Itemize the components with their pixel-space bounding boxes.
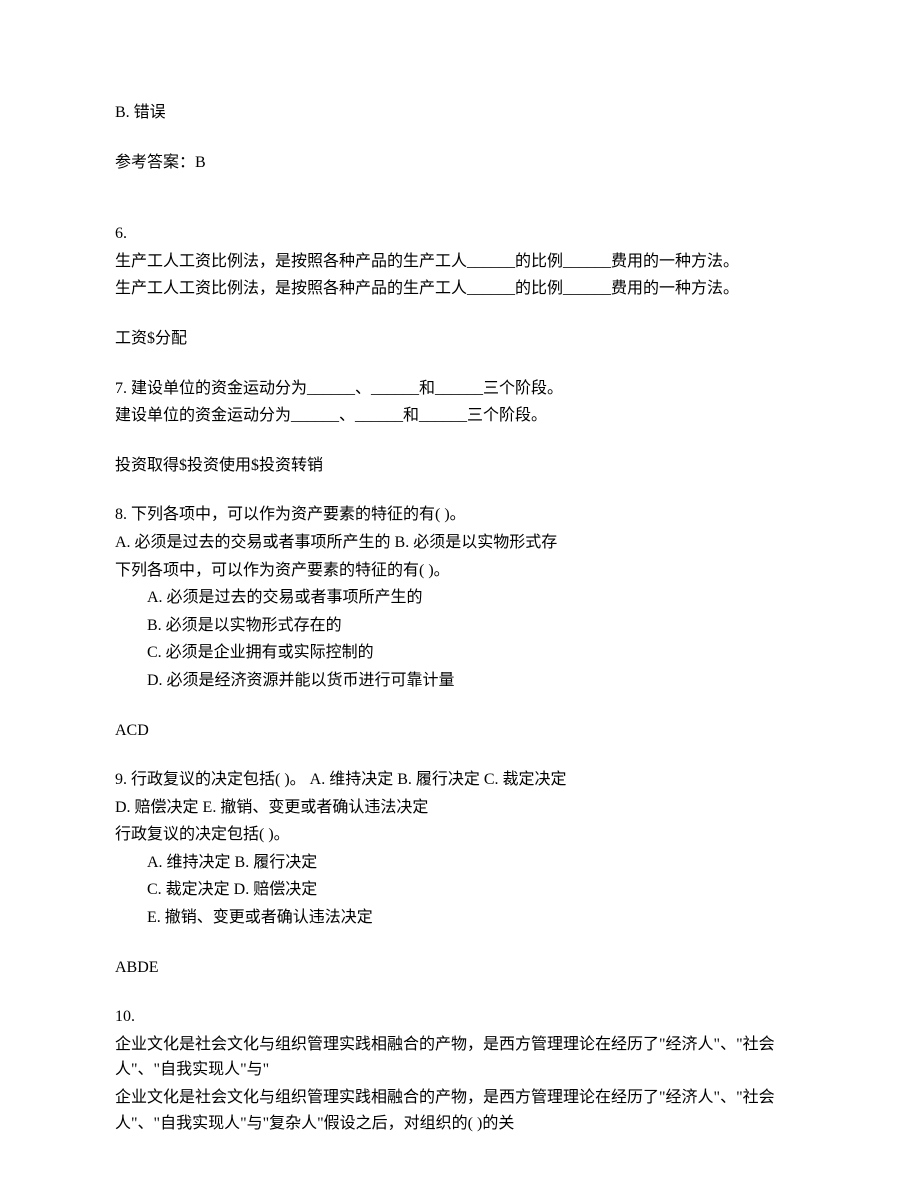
q9-answer: ABDE [115, 955, 805, 981]
q7-line2: 建设单位的资金运动分为______、______和______三个阶段。 [115, 403, 805, 429]
q7-line1: 7. 建设单位的资金运动分为______、______和______三个阶段。 [115, 376, 805, 402]
q6-stem2: 生产工人工资比例法，是按照各种产品的生产工人______的比例______费用的… [115, 276, 805, 302]
q9-line1: 9. 行政复议的决定包括( )。 A. 维持决定 B. 履行决定 C. 裁定决定 [115, 767, 805, 793]
q8-optB: B. 必须是以实物形式存在的 [115, 613, 805, 639]
q6-number: 6. [115, 221, 805, 247]
q9-optE: E. 撤销、变更或者确认违法决定 [115, 905, 805, 931]
q9-optAB: A. 维持决定 B. 履行决定 [115, 850, 805, 876]
q8-line2: A. 必须是过去的交易或者事项所产生的 B. 必须是以实物形式存 [115, 530, 805, 556]
q7-answer: 投资取得$投资使用$投资转销 [115, 453, 805, 479]
q10-number: 10. [115, 1004, 805, 1030]
q5-answer: 参考答案：B [115, 150, 805, 176]
q9-optCD: C. 裁定决定 D. 赔偿决定 [115, 877, 805, 903]
q9-line3: 行政复议的决定包括( )。 [115, 822, 805, 848]
q8-line3: 下列各项中，可以作为资产要素的特征的有( )。 [115, 558, 805, 584]
q10-line2: 企业文化是社会文化与组织管理实践相融合的产物，是西方管理理论在经历了"经济人"、… [115, 1085, 805, 1136]
q8-optC: C. 必须是企业拥有或实际控制的 [115, 640, 805, 666]
q9-line2: D. 赔偿决定 E. 撤销、变更或者确认违法决定 [115, 795, 805, 821]
q8-answer: ACD [115, 718, 805, 744]
q8-line1: 8. 下列各项中，可以作为资产要素的特征的有( )。 [115, 502, 805, 528]
q8-optA: A. 必须是过去的交易或者事项所产生的 [115, 585, 805, 611]
q10-line1: 企业文化是社会文化与组织管理实践相融合的产物，是西方管理理论在经历了"经济人"、… [115, 1032, 805, 1083]
q5-option-b: B. 错误 [115, 100, 805, 126]
q6-answer: 工资$分配 [115, 326, 805, 352]
q6-stem1: 生产工人工资比例法，是按照各种产品的生产工人______的比例______费用的… [115, 249, 805, 275]
q8-optD: D. 必须是经济资源并能以货币进行可靠计量 [115, 668, 805, 694]
